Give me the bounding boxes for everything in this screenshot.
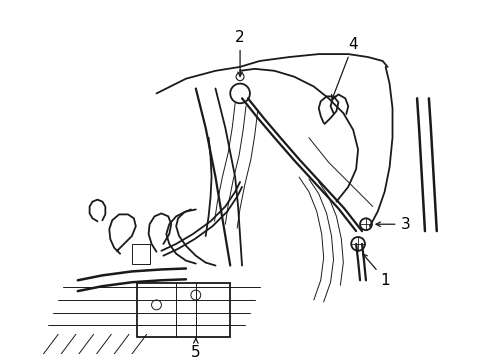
Circle shape <box>230 84 249 103</box>
Text: 1: 1 <box>362 254 389 288</box>
Bar <box>132 244 149 264</box>
Text: 2: 2 <box>235 30 244 76</box>
Text: 5: 5 <box>191 338 200 360</box>
Text: 4: 4 <box>331 37 357 99</box>
Circle shape <box>236 73 244 81</box>
Bar <box>137 283 230 337</box>
Text: 3: 3 <box>375 217 409 232</box>
